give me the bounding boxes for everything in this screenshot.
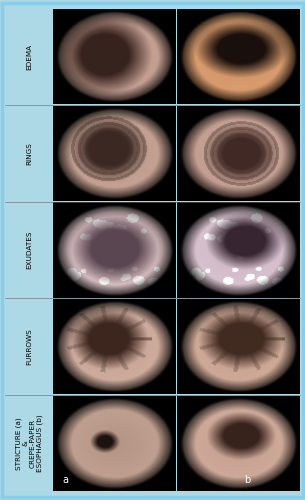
Text: EDEMA: EDEMA	[26, 44, 32, 70]
Text: RINGS: RINGS	[26, 142, 32, 165]
Text: b: b	[244, 476, 250, 486]
Text: FURROWS: FURROWS	[26, 328, 32, 365]
Text: EXUDATES: EXUDATES	[26, 231, 32, 269]
Text: a: a	[63, 476, 69, 486]
Text: STRICTURE (a)
&
CREPE-PAPER
ESOPHAGUS (b): STRICTURE (a) & CREPE-PAPER ESOPHAGUS (b…	[15, 414, 43, 472]
